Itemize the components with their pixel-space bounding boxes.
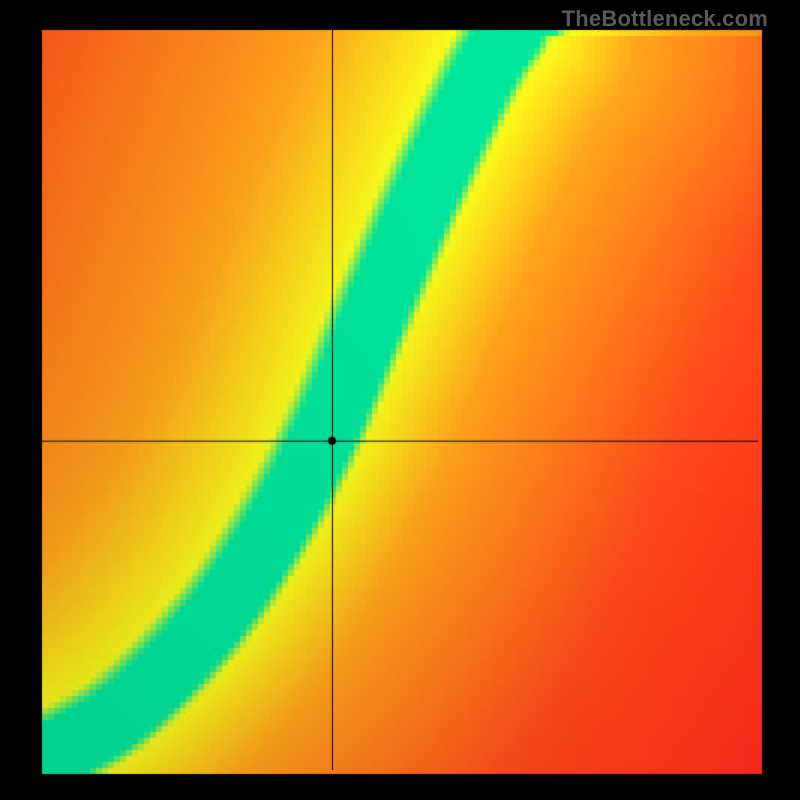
figure-root: TheBottleneck.com	[0, 0, 800, 800]
bottleneck-heatmap-canvas	[0, 0, 800, 800]
watermark-text: TheBottleneck.com	[562, 6, 768, 32]
